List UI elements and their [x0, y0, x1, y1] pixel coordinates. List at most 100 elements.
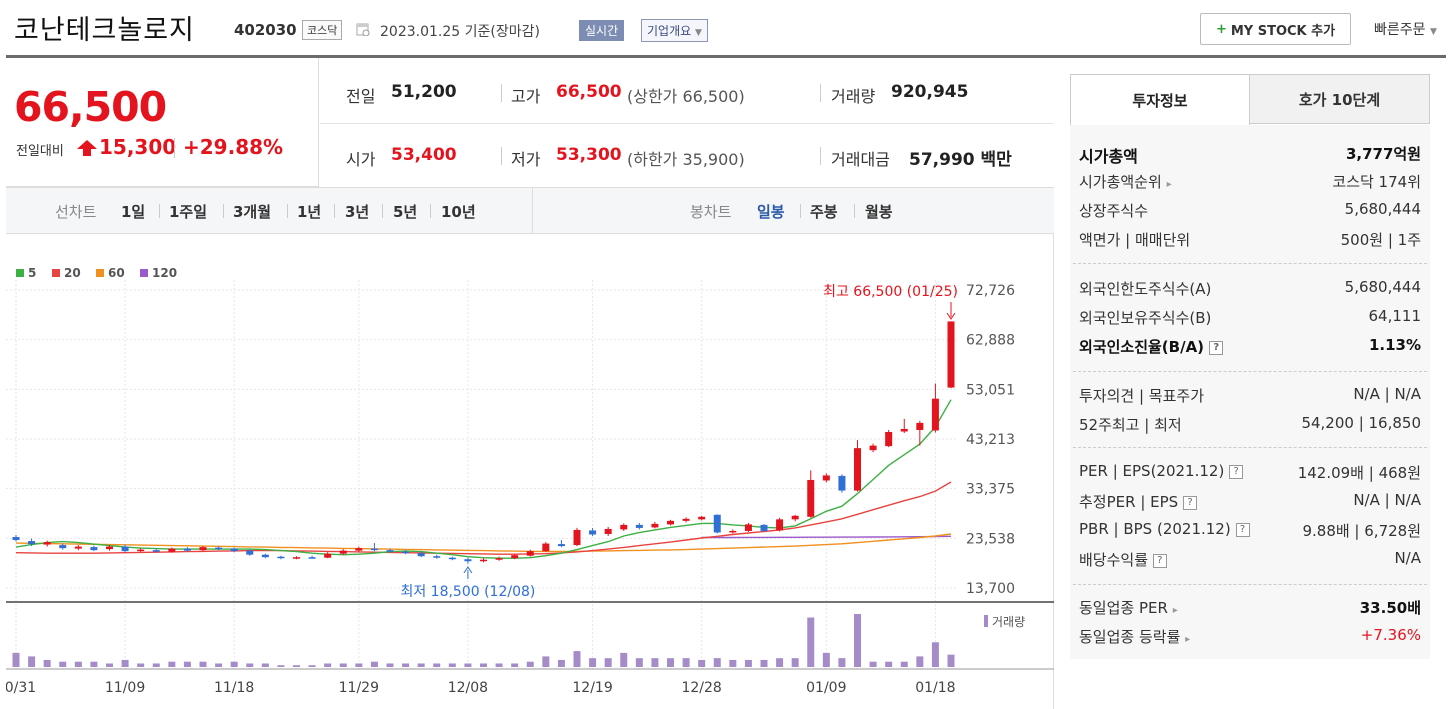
volume-bar	[635, 658, 643, 667]
volume-bar	[729, 659, 737, 667]
high-annotation-arrowhead	[946, 312, 956, 320]
company-name: 코난테크놀로지	[14, 15, 195, 46]
chevron-down-icon: ▼	[1429, 27, 1437, 37]
high-annotation: 최고 66,500 (01/25)	[823, 284, 958, 300]
candle-body	[417, 553, 425, 557]
help-icon[interactable]: ?	[1229, 464, 1244, 479]
period-monthly[interactable]: 월봉	[865, 203, 893, 221]
amount-value: 57,990 백만	[909, 150, 1012, 170]
volume-bar	[121, 659, 129, 667]
candle-body	[230, 548, 238, 552]
volume-bar	[822, 652, 830, 667]
ma60-line	[15, 533, 952, 553]
dividend-label: 배당수익률 ?	[1079, 549, 1167, 570]
foreign-ratio-value: 1.13%	[1368, 336, 1421, 354]
candle-chart-label: 봉차트	[690, 203, 732, 221]
period-bar	[6, 187, 1054, 234]
par-value-label: 액면가 | 매매단위	[1079, 231, 1191, 249]
per-text: PER | EPS(2021.12)	[1079, 462, 1225, 480]
ma120-line	[701, 535, 952, 539]
volume-bar	[199, 661, 207, 667]
volume-bar	[900, 661, 908, 667]
candle-body	[573, 529, 581, 546]
candle-body	[370, 548, 378, 551]
help-icon[interactable]: ?	[1182, 495, 1197, 510]
volume-bar	[885, 661, 893, 667]
period-separator	[430, 204, 431, 218]
par-value-row: 액면가 | 매매단위 500원 | 1주	[1079, 229, 1421, 253]
chevron-right-icon: ▸	[1172, 605, 1178, 616]
candle-body	[682, 518, 690, 521]
volume-bar	[308, 665, 316, 667]
period-1y[interactable]: 1년	[297, 203, 322, 221]
sector-per-text: 동일업종 PER	[1079, 599, 1168, 617]
period-separator	[382, 204, 383, 218]
volume-bar	[604, 658, 612, 667]
period-1d[interactable]: 1일	[121, 203, 146, 221]
candle-body	[885, 431, 893, 447]
market-cap-rank-value: 코스닥 174위	[1332, 173, 1421, 191]
tab-hoga[interactable]: 호가 10단계	[1249, 74, 1430, 124]
candle-body	[261, 554, 269, 558]
period-5y[interactable]: 5년	[393, 203, 418, 221]
market-cap-rank-row[interactable]: 시가총액순위 ▸ 코스닥 174위	[1079, 171, 1421, 195]
pbr-row: PBR | BPS (2021.12) ? 9.88배 | 6,728원	[1079, 520, 1421, 544]
sector-per-row[interactable]: 동일업종 PER ▸ 33.50배	[1079, 597, 1421, 621]
period-3y[interactable]: 3년	[345, 203, 370, 221]
volume-bar	[59, 661, 67, 667]
volume-bar	[402, 663, 410, 667]
period-1w[interactable]: 1주일	[169, 203, 208, 221]
panel-divider	[1073, 584, 1427, 585]
y-tick-label: 53,051	[966, 382, 1015, 398]
tab-invest-info[interactable]: 투자정보	[1070, 74, 1250, 125]
period-10y[interactable]: 10년	[441, 203, 476, 221]
mystock-add-button[interactable]: + MY STOCK 추가	[1200, 13, 1351, 45]
volume-bar	[807, 617, 815, 667]
volume-bar	[589, 658, 597, 667]
candle-body	[854, 448, 861, 491]
candle-body	[542, 543, 550, 552]
period-3m[interactable]: 3개월	[233, 203, 272, 221]
sector-change-row[interactable]: 동일업종 등락률 ▸ +7.36%	[1079, 626, 1421, 650]
volume-bar	[215, 663, 223, 667]
volume-bar	[293, 665, 300, 667]
realtime-button[interactable]: 실시간	[579, 20, 625, 41]
per-value: 142.09배 | 468원	[1297, 464, 1421, 482]
help-icon[interactable]: ?	[1235, 522, 1250, 537]
volume-bar	[448, 663, 456, 667]
opinion-label: 투자의견 | 목표주가	[1079, 387, 1204, 405]
volume-bar	[557, 659, 565, 667]
help-icon[interactable]: ?	[1152, 553, 1167, 568]
help-icon[interactable]: ?	[1209, 340, 1224, 355]
volume-bar	[620, 652, 628, 667]
price-change-rate: +29.88%	[183, 135, 284, 159]
chevron-right-icon: ▸	[1166, 179, 1172, 190]
candle-body	[433, 556, 441, 558]
period-weekly[interactable]: 주봉	[810, 203, 838, 221]
volume-bar	[791, 658, 799, 667]
market-badge: 코스닥	[302, 20, 343, 40]
volume-bar	[43, 659, 51, 667]
volume-bar	[854, 614, 861, 667]
lower-limit-value: (하한가 35,900)	[627, 150, 745, 169]
volume-bar	[230, 661, 238, 667]
volume-bar	[324, 663, 332, 667]
volume-bar	[417, 663, 425, 667]
price-chart[interactable]: 5 20 60 120 72,726 62,888 53,051 43,213 33,375 23…	[6, 234, 1054, 709]
quick-order-link[interactable]: 빠른주문 ▼	[1374, 19, 1437, 39]
legend-label: 120	[152, 266, 177, 280]
period-daily[interactable]: 일봉	[757, 203, 785, 221]
foreign-limit-label: 외국인한도주식수(A)	[1079, 280, 1212, 298]
sector-change-value: +7.36%	[1360, 626, 1421, 644]
volume-bar	[667, 658, 674, 667]
volume-bar	[495, 663, 503, 667]
x-tick-label: 01/09	[806, 680, 846, 696]
candle-body	[74, 546, 82, 549]
stat-separator	[820, 147, 821, 165]
est-per-value: N/A | N/A	[1353, 491, 1421, 509]
company-info-dropdown[interactable]: 기업개요 ▼	[641, 19, 708, 42]
legend-label: 60	[108, 266, 125, 280]
pbr-value: 9.88배 | 6,728원	[1302, 522, 1421, 540]
volume-bar	[433, 663, 441, 667]
x-tick-label: 12/19	[572, 680, 612, 696]
